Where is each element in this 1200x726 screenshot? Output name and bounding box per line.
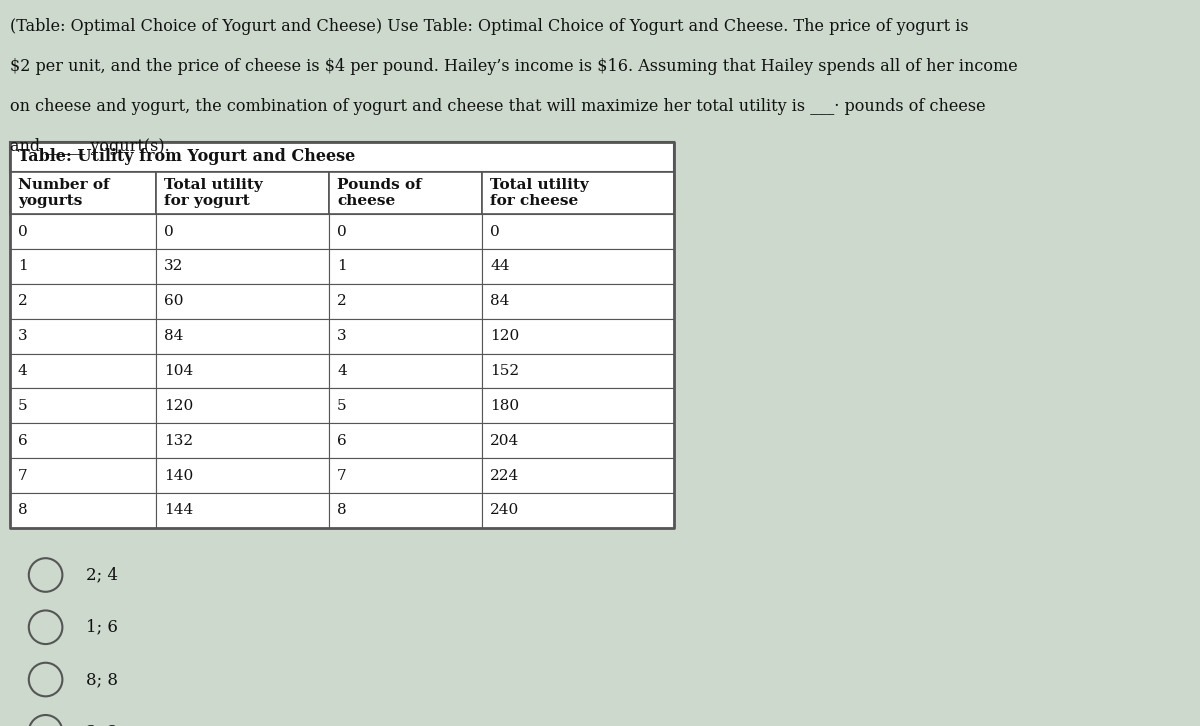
- Text: 8; 8: 8; 8: [86, 671, 119, 688]
- Text: 204: 204: [490, 433, 520, 448]
- Bar: [329, 319, 481, 354]
- Text: 120: 120: [490, 329, 520, 343]
- Bar: [481, 319, 674, 354]
- Text: 1: 1: [337, 259, 347, 274]
- Bar: [10, 493, 156, 528]
- Text: 8: 8: [337, 503, 347, 518]
- Bar: [156, 458, 329, 493]
- Text: 224: 224: [490, 468, 520, 483]
- Text: 1: 1: [18, 259, 28, 274]
- Text: 60: 60: [164, 294, 184, 309]
- Text: 180: 180: [490, 399, 520, 413]
- Text: 84: 84: [164, 329, 184, 343]
- Text: 104: 104: [164, 364, 193, 378]
- Text: Number of
yogurts: Number of yogurts: [18, 178, 109, 208]
- Bar: [156, 493, 329, 528]
- Text: 7: 7: [18, 468, 28, 483]
- Text: 3; 2: 3; 2: [86, 723, 119, 726]
- Text: 240: 240: [490, 503, 520, 518]
- Text: (Table: Optimal Choice of Yogurt and Cheese) Use Table: Optimal Choice of Yogurt: (Table: Optimal Choice of Yogurt and Che…: [10, 18, 968, 35]
- Text: Total utility
for cheese: Total utility for cheese: [490, 178, 589, 208]
- Text: 5: 5: [18, 399, 28, 413]
- Bar: [481, 172, 674, 214]
- Bar: [10, 214, 156, 249]
- Bar: [481, 354, 674, 388]
- Text: Total utility
for yogurt: Total utility for yogurt: [164, 178, 263, 208]
- Text: $2 per unit, and the price of cheese is $4 per pound. Hailey’s income is $16. As: $2 per unit, and the price of cheese is …: [10, 58, 1018, 75]
- Text: 3: 3: [18, 329, 28, 343]
- Text: 2; 4: 2; 4: [86, 566, 119, 584]
- Bar: [329, 249, 481, 284]
- Text: 8: 8: [18, 503, 28, 518]
- Bar: [10, 249, 156, 284]
- Bar: [156, 284, 329, 319]
- Bar: [10, 284, 156, 319]
- Text: 1; 6: 1; 6: [86, 619, 119, 636]
- Text: on cheese and yogurt, the combination of yogurt and cheese that will maximize he: on cheese and yogurt, the combination of…: [10, 98, 985, 115]
- Text: 3: 3: [337, 329, 347, 343]
- Text: 0: 0: [164, 224, 174, 239]
- Text: 0: 0: [337, 224, 347, 239]
- Bar: [156, 249, 329, 284]
- Text: 4: 4: [18, 364, 28, 378]
- Bar: [481, 493, 674, 528]
- Bar: [481, 458, 674, 493]
- Bar: [481, 249, 674, 284]
- Bar: [156, 319, 329, 354]
- Text: 2: 2: [337, 294, 347, 309]
- Bar: [329, 354, 481, 388]
- Text: 5: 5: [337, 399, 347, 413]
- Text: Pounds of
cheese: Pounds of cheese: [337, 178, 422, 208]
- Bar: [10, 142, 674, 172]
- Bar: [329, 458, 481, 493]
- Text: 2: 2: [18, 294, 28, 309]
- Text: 140: 140: [164, 468, 193, 483]
- Bar: [10, 423, 156, 458]
- Bar: [156, 354, 329, 388]
- Text: 4: 4: [337, 364, 347, 378]
- Bar: [329, 493, 481, 528]
- Bar: [156, 172, 329, 214]
- Text: 144: 144: [164, 503, 193, 518]
- Text: 7: 7: [337, 468, 347, 483]
- Bar: [329, 172, 481, 214]
- Bar: [10, 319, 156, 354]
- Bar: [329, 423, 481, 458]
- Text: 0: 0: [490, 224, 499, 239]
- Text: Table: Utility from Yogurt and Cheese: Table: Utility from Yogurt and Cheese: [18, 148, 355, 166]
- Text: and _____ yogurt(s).: and _____ yogurt(s).: [10, 138, 169, 155]
- Text: 132: 132: [164, 433, 193, 448]
- Bar: [156, 423, 329, 458]
- Bar: [481, 423, 674, 458]
- Text: 120: 120: [164, 399, 193, 413]
- Bar: [481, 388, 674, 423]
- Text: 32: 32: [164, 259, 184, 274]
- Bar: [10, 388, 156, 423]
- Text: 84: 84: [490, 294, 509, 309]
- Bar: [10, 172, 156, 214]
- Bar: [329, 214, 481, 249]
- Bar: [156, 214, 329, 249]
- Text: 152: 152: [490, 364, 520, 378]
- Text: 6: 6: [337, 433, 347, 448]
- Text: 6: 6: [18, 433, 28, 448]
- Bar: [481, 214, 674, 249]
- Bar: [329, 284, 481, 319]
- Text: 44: 44: [490, 259, 510, 274]
- Bar: [10, 354, 156, 388]
- Text: 0: 0: [18, 224, 28, 239]
- Bar: [10, 458, 156, 493]
- Bar: [481, 284, 674, 319]
- Bar: [329, 388, 481, 423]
- Bar: [156, 388, 329, 423]
